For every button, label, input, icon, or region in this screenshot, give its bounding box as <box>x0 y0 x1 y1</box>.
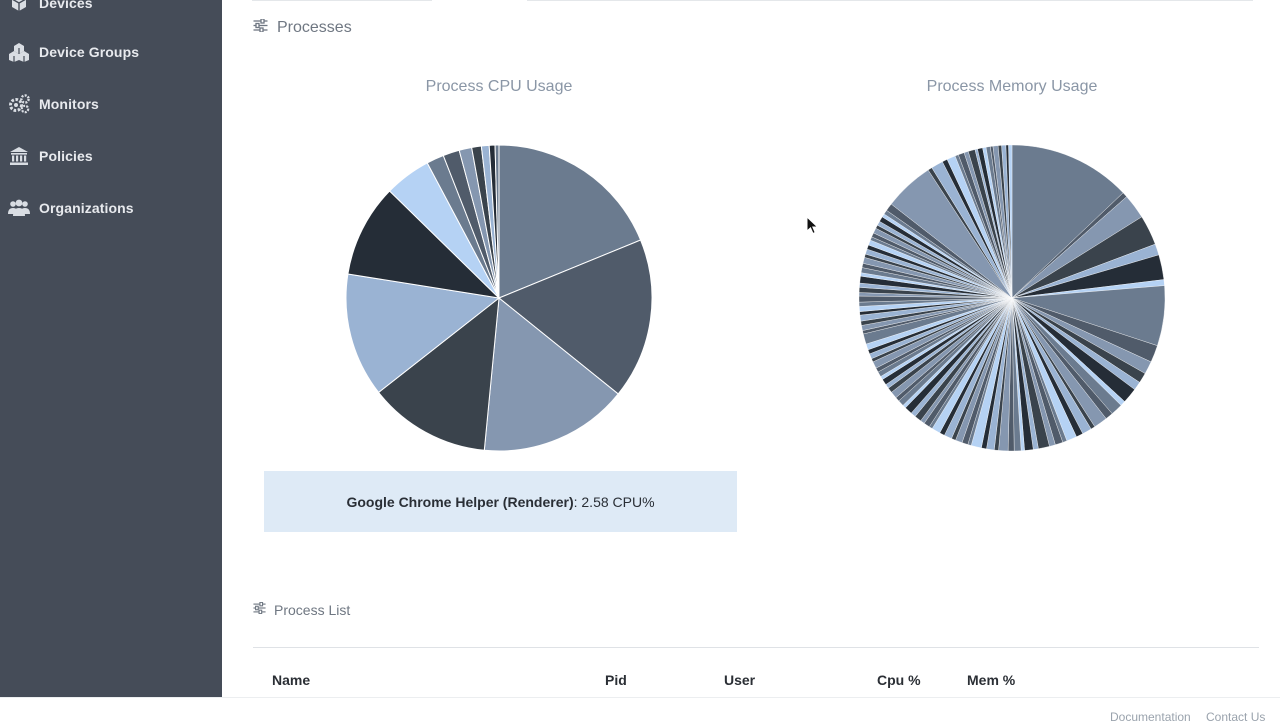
pie-slice[interactable] <box>483 297 619 452</box>
tab-underline <box>527 0 1253 1</box>
pie-slice[interactable] <box>377 296 500 451</box>
pie-slice[interactable] <box>1008 144 1013 299</box>
sliders-icon <box>253 18 268 37</box>
sidebar-item-organizations[interactable]: Organizations <box>8 196 134 220</box>
contact-us-link[interactable]: Contact Us <box>1206 710 1266 724</box>
processes-section-header: Processes <box>253 18 352 37</box>
cpu-pie-chart[interactable] <box>339 138 659 458</box>
mouse-cursor-icon <box>806 216 819 235</box>
sidebar-item-label: Monitors <box>39 96 99 112</box>
pie-slice[interactable] <box>347 190 501 299</box>
column-header-user[interactable]: User <box>724 672 756 688</box>
sidebar-item-devices[interactable]: Devices <box>8 0 93 15</box>
sidebar-item-monitors[interactable]: Monitors <box>8 92 99 116</box>
sidebar: Devices Device Groups Monitors Policies … <box>0 0 222 697</box>
section-title: Process List <box>274 602 351 618</box>
sidebar-item-policies[interactable]: Policies <box>8 144 93 168</box>
pie-slice[interactable] <box>498 239 653 395</box>
divider <box>253 647 1259 648</box>
chart-tooltip: Google Chrome Helper (Renderer): 2.58 CP… <box>264 471 737 532</box>
memory-pie-chart[interactable] <box>852 138 1172 458</box>
main-content: Processes Process CPU Usage Process Memo… <box>222 0 1280 697</box>
section-title: Processes <box>277 19 352 36</box>
users-icon <box>8 197 30 219</box>
pie-slice[interactable] <box>498 144 642 299</box>
tab-underline <box>252 0 432 1</box>
footer: Documentation Contact Us <box>0 697 1280 724</box>
sidebar-item-label: Devices <box>39 0 93 11</box>
tooltip-value: : 2.58 CPU% <box>573 493 655 510</box>
sidebar-item-label: Device Groups <box>39 44 140 60</box>
column-header-pid[interactable]: Pid <box>605 672 627 688</box>
pie-slice[interactable] <box>1011 144 1124 299</box>
column-header-mem[interactable]: Mem % <box>967 672 1016 688</box>
column-header-cpu[interactable]: Cpu % <box>877 672 921 688</box>
sliders-icon <box>253 601 266 619</box>
tooltip-process-name: Google Chrome Helper (Renderer) <box>346 493 574 510</box>
documentation-link[interactable]: Documentation <box>1110 710 1191 724</box>
sidebar-item-label: Organizations <box>39 200 134 216</box>
process-list-section-header: Process List <box>253 601 350 619</box>
cpu-chart-title: Process CPU Usage <box>425 78 573 95</box>
cubes-icon <box>8 41 30 63</box>
pie-slice[interactable] <box>494 144 500 299</box>
pie-slice[interactable] <box>345 273 501 394</box>
cube-icon <box>8 0 30 14</box>
column-header-name[interactable]: Name <box>272 672 311 688</box>
sidebar-item-label: Policies <box>39 148 93 164</box>
memory-chart-title: Process Memory Usage <box>926 78 1098 95</box>
bank-icon <box>8 145 30 167</box>
sidebar-item-device-groups[interactable]: Device Groups <box>8 40 139 64</box>
gears-icon <box>8 93 30 115</box>
